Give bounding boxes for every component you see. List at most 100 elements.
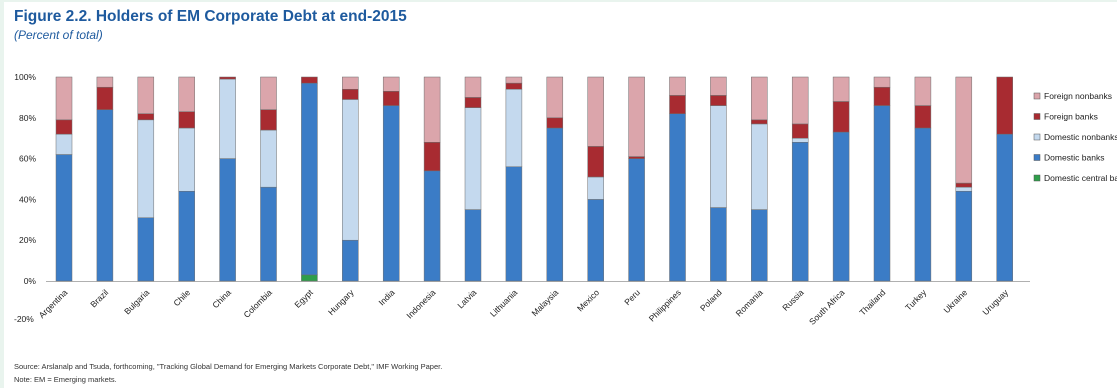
legend-label: Domestic banks (1044, 153, 1104, 163)
bar-segment-domestic-nonbanks (464, 107, 482, 210)
y-tick-label: -20% (14, 314, 34, 324)
bar-segment-domestic-banks (96, 109, 114, 282)
bar-segment-foreign-banks (955, 182, 973, 188)
bar-segment-domestic-banks (260, 186, 277, 282)
bar-segment-domestic-nonbanks (219, 78, 236, 159)
category-label: Thailand (857, 287, 887, 317)
bar-segment-foreign-banks (710, 95, 727, 106)
bar-segment-foreign-banks (669, 95, 686, 114)
category-label: Mexico (575, 287, 601, 313)
bar-segment-foreign-nonbanks (751, 76, 768, 121)
bar-segment-domestic-nonbanks (137, 119, 155, 219)
bar-segment-domestic-banks (914, 127, 932, 282)
y-tick-label: 100% (14, 72, 36, 82)
bar-segment-domestic-banks (587, 199, 604, 282)
bar-segment-domestic-banks (382, 105, 400, 282)
bar-segment-foreign-banks (546, 117, 564, 129)
category-label: China (210, 287, 233, 310)
bar-segment-foreign-banks (628, 156, 645, 159)
bar-segment-foreign-banks (96, 86, 114, 110)
legend-swatch (1033, 154, 1041, 161)
category-label: Colombia (241, 287, 274, 320)
category-label: Chile (171, 287, 192, 308)
y-tick-label: 0% (24, 276, 37, 286)
bar-segment-foreign-nonbanks (260, 76, 277, 110)
legend-swatch (1033, 92, 1041, 100)
bar-segment-foreign-nonbanks (832, 76, 850, 102)
y-tick-label: 80% (19, 113, 36, 123)
category-label: India (377, 287, 397, 307)
bar-segment-domestic-banks (996, 133, 1013, 282)
source-note: Source: Arslanalp and Tsuda, forthcoming… (14, 362, 443, 371)
bar-segment-foreign-banks (464, 97, 482, 108)
bar-segment-domestic-central-banks (301, 274, 318, 282)
bar-segment-foreign-nonbanks (96, 76, 114, 88)
bar-segment-domestic-banks (505, 166, 523, 282)
category-label: Brazil (88, 287, 110, 309)
bar-segment-foreign-nonbanks (137, 76, 155, 114)
category-label: Latvia (455, 287, 478, 310)
category-label: Turkey (903, 287, 929, 313)
legend-label: Foreign banks (1044, 112, 1098, 122)
bar-segment-domestic-banks (955, 190, 973, 282)
bar-segment-foreign-banks (382, 91, 400, 106)
figure-subtitle: (Percent of total) (14, 28, 103, 42)
bar-segment-foreign-nonbanks (669, 76, 686, 96)
bar-segment-domestic-nonbanks (55, 133, 73, 155)
category-label: Bulgaria (122, 287, 151, 316)
bar-segment-domestic-banks (791, 142, 809, 282)
bar-segment-domestic-banks (342, 239, 359, 282)
bar-segment-foreign-banks (791, 123, 809, 139)
y-tick-label: 40% (19, 194, 36, 204)
bar-segment-foreign-banks (996, 76, 1013, 135)
y-tick-label: 20% (19, 235, 36, 245)
category-label: Ukraine (941, 287, 969, 315)
category-label: Indonesia (404, 287, 437, 320)
category-label: Romania (734, 287, 765, 318)
category-label: Russia (780, 287, 806, 313)
bar-segment-domestic-banks (873, 105, 891, 282)
bar-segment-foreign-banks (505, 82, 523, 90)
bar-segment-domestic-banks (628, 158, 645, 282)
category-label: South Africa (807, 287, 847, 327)
bar-segment-foreign-banks (751, 119, 768, 125)
legend-swatch (1033, 174, 1041, 182)
bar-segment-domestic-banks (423, 170, 441, 282)
category-label: Peru (622, 287, 642, 307)
bar-segment-foreign-banks (342, 88, 359, 100)
bar-segment-domestic-nonbanks (791, 137, 809, 143)
bar-segment-domestic-banks (137, 217, 155, 282)
bar-segment-foreign-nonbanks (873, 76, 891, 88)
legend-label: Domestic nonbanks (1044, 132, 1117, 142)
bar-segment-domestic-banks (55, 154, 73, 282)
bar-segment-foreign-nonbanks (178, 76, 195, 112)
category-label: Poland (698, 287, 724, 313)
bar-segment-domestic-nonbanks (587, 176, 604, 200)
bar-segment-foreign-nonbanks (55, 76, 73, 121)
bar-segment-domestic-nonbanks (260, 129, 277, 188)
bar-segment-foreign-nonbanks (464, 76, 482, 98)
bar-segment-foreign-banks (423, 142, 441, 172)
bar-segment-foreign-banks (55, 119, 73, 135)
bar-segment-foreign-banks (260, 109, 277, 131)
bar-segment-domestic-banks (219, 158, 236, 282)
bar-segment-foreign-nonbanks (955, 76, 973, 184)
legend-swatch (1033, 113, 1041, 120)
category-label: Hungary (326, 287, 356, 317)
bar-segment-domestic-banks (751, 209, 768, 282)
bar-segment-foreign-banks (832, 101, 850, 133)
bar-segment-foreign-nonbanks (546, 76, 564, 119)
legend-label: Domestic central ba (1044, 173, 1117, 183)
bar-segment-domestic-banks (546, 127, 564, 282)
bar-segment-foreign-nonbanks (505, 76, 523, 84)
bar-segment-foreign-nonbanks (587, 76, 604, 147)
bar-segment-foreign-nonbanks (342, 76, 359, 90)
abbreviation-note: Note: EM = Emerging markets. (14, 375, 117, 384)
bar-segment-domestic-banks (301, 82, 318, 276)
bar-segment-foreign-banks (178, 111, 195, 129)
bar-segment-domestic-banks (669, 113, 686, 282)
bar-segment-foreign-nonbanks (423, 76, 441, 143)
category-label: Egypt (292, 287, 315, 310)
category-label: Lithuania (488, 287, 520, 319)
